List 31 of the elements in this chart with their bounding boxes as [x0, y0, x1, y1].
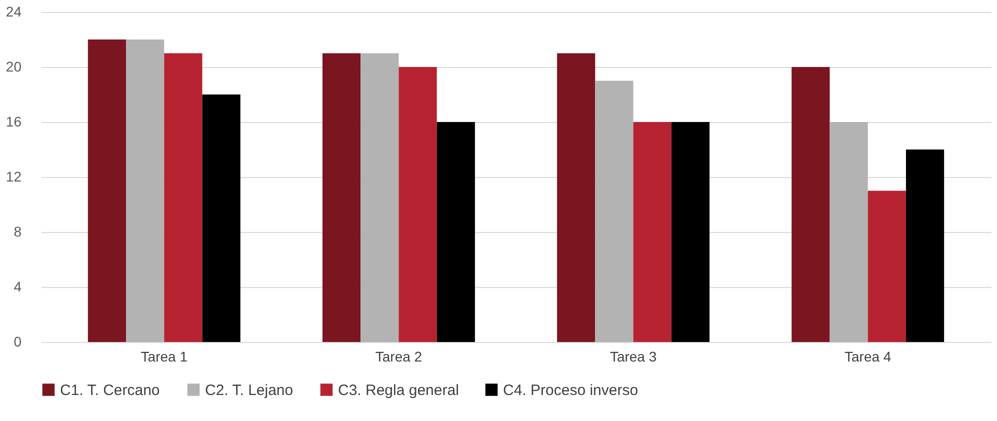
- bar: [126, 40, 164, 342]
- bar: [202, 94, 240, 342]
- y-tick-label: 16: [6, 114, 22, 130]
- bar: [360, 53, 399, 342]
- y-tick-label: 20: [6, 58, 22, 74]
- bar: [436, 122, 475, 342]
- x-tick-label: Tarea 1: [140, 348, 188, 364]
- bar: [595, 80, 634, 342]
- bar: [671, 122, 710, 342]
- bar: [906, 150, 944, 342]
- bar: [88, 40, 126, 342]
- bar: [792, 67, 830, 342]
- legend-label: C1. T. Cercano: [60, 382, 160, 399]
- y-tick-label: 4: [14, 278, 22, 294]
- bar: [830, 122, 868, 342]
- x-tick-label: Tarea 3: [610, 348, 657, 364]
- bar: [322, 53, 361, 342]
- bar: [868, 190, 906, 342]
- bar: [164, 53, 202, 342]
- legend-label: C4. Proceso inverso: [503, 382, 638, 399]
- y-tick-label: 0: [14, 334, 22, 350]
- x-tick-label: Tarea 4: [844, 348, 892, 364]
- y-tick-label: 24: [6, 4, 22, 20]
- y-tick-label: 8: [14, 224, 22, 240]
- legend-label: C3. Regla general: [338, 382, 459, 399]
- x-tick-label: Tarea 2: [375, 348, 422, 364]
- y-tick-label: 12: [6, 168, 22, 184]
- bar: [398, 67, 437, 342]
- bar: [557, 53, 596, 342]
- bar: [633, 122, 672, 342]
- legend-label: C2. T. Lejano: [205, 382, 294, 399]
